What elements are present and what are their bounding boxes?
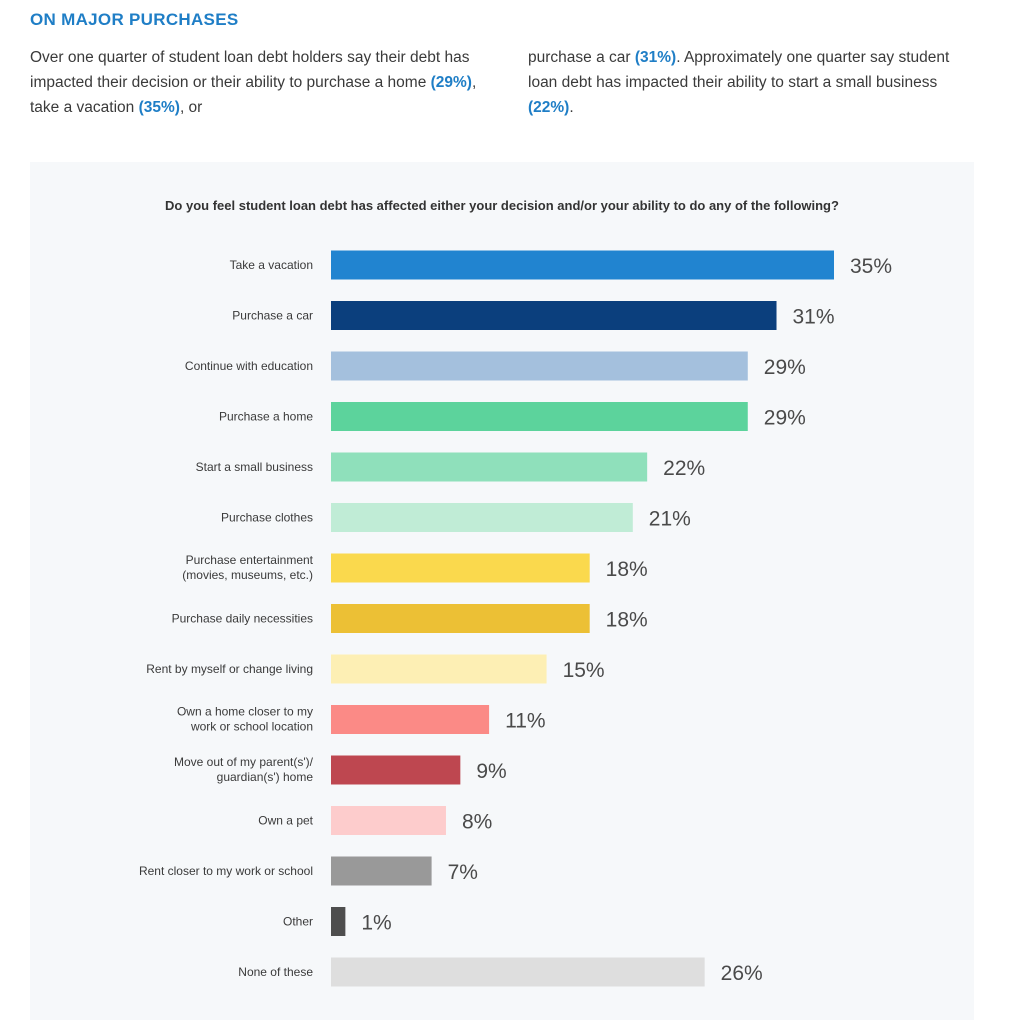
category-label-line: (movies, museums, etc.) (182, 568, 313, 582)
category-label: Move out of my parent(s')/guardian(s') h… (174, 755, 314, 784)
value-label: 15% (563, 659, 605, 682)
value-label: 9% (476, 760, 506, 783)
category-label-line: Purchase entertainment (186, 553, 314, 567)
bar-4 (331, 452, 648, 482)
value-label: 26% (721, 962, 763, 985)
category-label: Own a home closer to my work or school lo… (177, 705, 313, 734)
bar-0 (331, 250, 834, 280)
bar-9 (331, 705, 490, 734)
bar-10 (331, 755, 461, 785)
category-label: Take a vacation (230, 258, 313, 272)
category-label-line: work or school location (190, 720, 313, 734)
category-label-line: Own a home closer to my (177, 705, 313, 719)
bar-8 (331, 654, 547, 684)
value-label: 8% (462, 811, 492, 834)
value-label: 35% (850, 255, 892, 278)
section-title: ON MAJOR PURCHASES (30, 10, 239, 29)
value-label: 1% (361, 912, 391, 935)
bar-1 (331, 301, 777, 330)
bar-3 (331, 402, 748, 431)
category-label: Rent by myself or change living (146, 662, 313, 676)
value-label: 7% (448, 861, 478, 884)
bar-11 (331, 806, 446, 835)
intro-left-text-2: , take a vacation (30, 74, 477, 116)
chart-panel: Do you feel student loan debt has affect… (30, 162, 974, 1020)
category-label: Purchase daily necessities (172, 612, 313, 626)
value-label: 11% (505, 710, 545, 733)
value-label: 29% (764, 356, 806, 379)
category-label-line: Move out of my parent(s')/ (174, 755, 314, 769)
intro-left-text-3: , or (179, 99, 203, 116)
value-label: 22% (663, 457, 705, 480)
value-label: 18% (606, 609, 648, 632)
intro-right-text-2: . Approximately one quarter say student … (528, 49, 950, 91)
intro-right-text-3: . (569, 99, 574, 116)
value-label: 29% (764, 407, 806, 430)
value-label: 18% (606, 558, 648, 581)
bar-6 (331, 553, 590, 583)
category-label-line: guardian(s') home (217, 770, 314, 784)
bar-13 (331, 907, 346, 936)
category-label: Continue with education (185, 359, 313, 373)
bar-12 (331, 856, 432, 886)
intro-left-value-vacation: (35%) (138, 99, 180, 116)
intro-left-paragraph: Over one quarter of student loan debt ho… (30, 45, 480, 120)
intro-right-value-business: (22%) (528, 99, 570, 116)
category-label: Purchase a home (219, 410, 313, 424)
category-label: Purchase a car (232, 309, 313, 323)
category-label: Purchase entertainment (movies, museums, … (182, 553, 313, 582)
intro-left-text-1: Over one quarter of student loan debt ho… (30, 49, 470, 91)
bar-chart: Take a vacation 35% Purchase a car 31% Conti… (139, 250, 892, 987)
intro-left-value-home: (29%) (430, 74, 472, 91)
value-label: 31% (793, 306, 835, 329)
category-label: None of these (238, 965, 313, 979)
category-label: Own a pet (258, 814, 313, 828)
chart-title: Do you feel student loan debt has affect… (165, 198, 839, 213)
category-label: Rent closer to my work or school (139, 864, 313, 878)
category-label: Other (283, 915, 313, 929)
bar-14 (331, 957, 705, 987)
intro-right-paragraph: purchase a car (31%). Approximately one … (528, 45, 978, 120)
category-label: Start a small business (196, 460, 313, 474)
intro-right-text-1: purchase a car (528, 49, 635, 66)
category-label: Purchase clothes (221, 511, 313, 525)
bar-7 (331, 604, 590, 633)
intro-right-value-car: (31%) (634, 49, 677, 66)
value-label: 21% (649, 508, 691, 531)
bar-5 (331, 503, 633, 532)
bar-2 (331, 351, 748, 381)
